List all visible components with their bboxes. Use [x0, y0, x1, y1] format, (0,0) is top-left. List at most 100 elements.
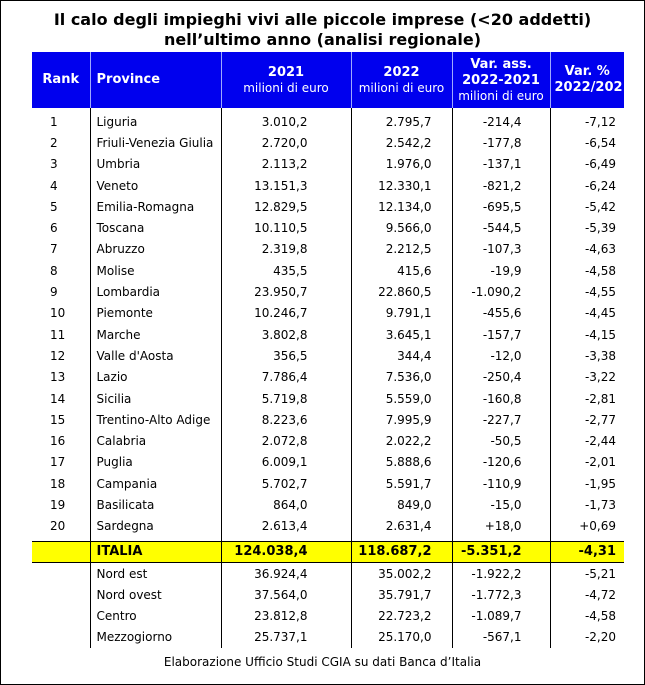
value-2022-cell: 344,4: [350, 345, 452, 367]
province-cell: Umbria: [89, 153, 221, 175]
table-row: 3 Umbria 2.113,2 1.976,0 -137,1 -6,49: [32, 153, 624, 175]
var-pct-cell: -5,21: [549, 562, 624, 585]
var-pct-cell: +0,69: [549, 515, 624, 537]
var-abs-cell: -1.089,7: [451, 605, 550, 627]
table-row: 6 Toscana 10.110,5 9.566,0 -544,5 -5,39: [32, 217, 624, 239]
spacer-cell: [549, 536, 624, 542]
province-cell: Puglia: [89, 451, 221, 474]
province-cell: Piemonte: [89, 302, 221, 324]
province-cell: Veneto: [89, 174, 221, 197]
rank-cell: 13: [50, 370, 66, 385]
header-province: Province: [89, 52, 221, 108]
table-row: 12 Valle d'Aosta 356,5 344,4 -12,0 -3,38: [32, 345, 624, 367]
value-2021-cell: 37.564,0: [220, 584, 351, 606]
value-2021-cell: 12.829,5: [220, 196, 351, 218]
var-abs-cell: -19,9: [451, 260, 550, 282]
value-2021-cell: 356,5: [220, 345, 351, 367]
var-abs-cell: -567,1: [451, 626, 550, 649]
rank-cell: 16: [50, 434, 66, 449]
var-abs-cell: -15,0: [451, 494, 550, 516]
rank-cell: [32, 606, 90, 627]
table-row: 16 Calabria 2.072,8 2.022,2 -50,5 -2,44: [32, 430, 624, 452]
table-row: 5 Emilia-Romagna 12.829,5 12.134,0 -695,5 -5,…: [32, 196, 624, 218]
value-2022-cell: 2.631,4: [350, 515, 452, 537]
table-row: 18 Campania 5.702,7 5.591,7 -110,9 -1,95: [32, 473, 624, 495]
var-abs-cell: -544,5: [451, 217, 550, 239]
province-cell: Trentino-Alto Adige: [89, 409, 221, 431]
value-2022-cell: 9.566,0: [350, 217, 452, 239]
rank-cell: 19: [50, 497, 66, 512]
var-pct-cell: -2,77: [549, 409, 624, 431]
value-2021-cell: 23.950,7: [220, 281, 351, 303]
value-2021-cell: 2.113,2: [220, 153, 351, 175]
value-2022-cell: 12.134,0: [350, 196, 452, 218]
value-2022-cell: 35.002,2: [350, 562, 452, 585]
table-row: 8 Molise 435,5 415,6 -19,9 -4,58: [32, 260, 624, 282]
value-2022-cell: 7.536,0: [350, 366, 452, 388]
value-2022-cell: 22.860,5: [350, 281, 452, 303]
rank-cell: 11: [50, 327, 66, 342]
var-pct-cell: -4,58: [549, 605, 624, 627]
var-pct-cell: -3,22: [549, 366, 624, 388]
province-cell: Campania: [89, 473, 221, 495]
var-abs-cell: -227,7: [451, 409, 550, 431]
value-2021-cell: 3.010,2: [220, 108, 351, 133]
value-2021-cell: 5.702,7: [220, 473, 351, 495]
var-abs-cell: -250,4: [451, 366, 550, 388]
var-pct-cell: -3,38: [549, 345, 624, 367]
var-abs-cell: -110,9: [451, 473, 550, 495]
var-abs-cell: -107,3: [451, 238, 550, 261]
province-cell: Nord est: [89, 562, 221, 585]
rank-cell: 3: [50, 157, 58, 172]
value-2021-cell: 7.786,4: [220, 366, 351, 388]
province-cell: Abruzzo: [89, 238, 221, 261]
spacer-cell: [451, 536, 550, 542]
table-row: 4 Veneto 13.151,3 12.330,1 -821,2 -6,24: [32, 174, 624, 197]
value-2021-cell: 25.737,1: [220, 626, 351, 649]
value-2022-cell: 9.791,1: [350, 302, 452, 324]
var-abs-cell: -157,7: [451, 323, 550, 346]
var-pct-cell: -4,45: [549, 302, 624, 324]
var-pct-cell: -2,81: [549, 387, 624, 410]
rank-cell: [32, 562, 90, 584]
var-abs-cell: -455,6: [451, 302, 550, 324]
var-abs-cell: -695,5: [451, 196, 550, 218]
value-2022-cell: 118.687,2: [350, 540, 452, 563]
var-pct-cell: -5,39: [549, 217, 624, 239]
var-pct-cell: -4,72: [549, 584, 624, 606]
header-2021: 2021 milioni di euro: [220, 52, 351, 108]
value-2021-cell: 124.038,4: [220, 540, 351, 563]
var-abs-cell: -1.772,3: [451, 584, 550, 606]
header-var-abs: Var. ass. 2022-2021 milioni di euro: [451, 52, 550, 108]
var-abs-cell: -12,0: [451, 345, 550, 367]
var-pct-cell: -6,54: [549, 132, 624, 154]
regional-loans-table: Rank Province 2021 milioni di euro 2022 …: [32, 52, 632, 649]
table-row: 14 Sicilia 5.719,8 5.559,0 -160,8 -2,81: [32, 387, 624, 410]
var-pct-cell: -4,63: [549, 238, 624, 261]
province-cell: Emilia-Romagna: [89, 196, 221, 218]
table-row: 19 Basilicata 864,0 849,0 -15,0 -1,73: [32, 494, 624, 516]
value-2021-cell: 3.802,8: [220, 323, 351, 346]
var-abs-cell: -1.090,2: [451, 281, 550, 303]
var-pct-cell: -6,49: [549, 153, 624, 175]
value-2021-cell: 10.110,5: [220, 217, 351, 239]
table-row: 2 Friuli-Venezia Giulia 2.720,0 2.542,2 -177…: [32, 132, 624, 154]
rank-cell: 2: [50, 135, 58, 150]
spacer-cell: [89, 536, 221, 542]
var-abs-cell: -177,8: [451, 132, 550, 154]
var-abs-cell: -1.922,2: [451, 562, 550, 585]
province-cell: Nord ovest: [89, 584, 221, 606]
value-2022-cell: 12.330,1: [350, 174, 452, 197]
province-cell: Mezzogiorno: [89, 626, 221, 649]
macro-area-row: Nord ovest 37.564,0 35.791,7 -1.772,3 -4,72: [32, 584, 624, 606]
rank-cell: [32, 584, 90, 605]
province-cell: Molise: [89, 260, 221, 282]
var-abs-cell: -5.351,2: [451, 540, 550, 563]
var-abs-cell: -821,2: [451, 174, 550, 197]
source-footnote: Elaborazione Ufficio Studi CGIA su dati …: [163, 655, 482, 669]
value-2021-cell: 2.613,4: [220, 515, 351, 537]
rank-cell: 15: [50, 412, 66, 427]
header-2022: 2022 milioni di euro: [350, 52, 452, 108]
value-2022-cell: 5.559,0: [350, 387, 452, 410]
var-abs-cell: -137,1: [451, 153, 550, 175]
